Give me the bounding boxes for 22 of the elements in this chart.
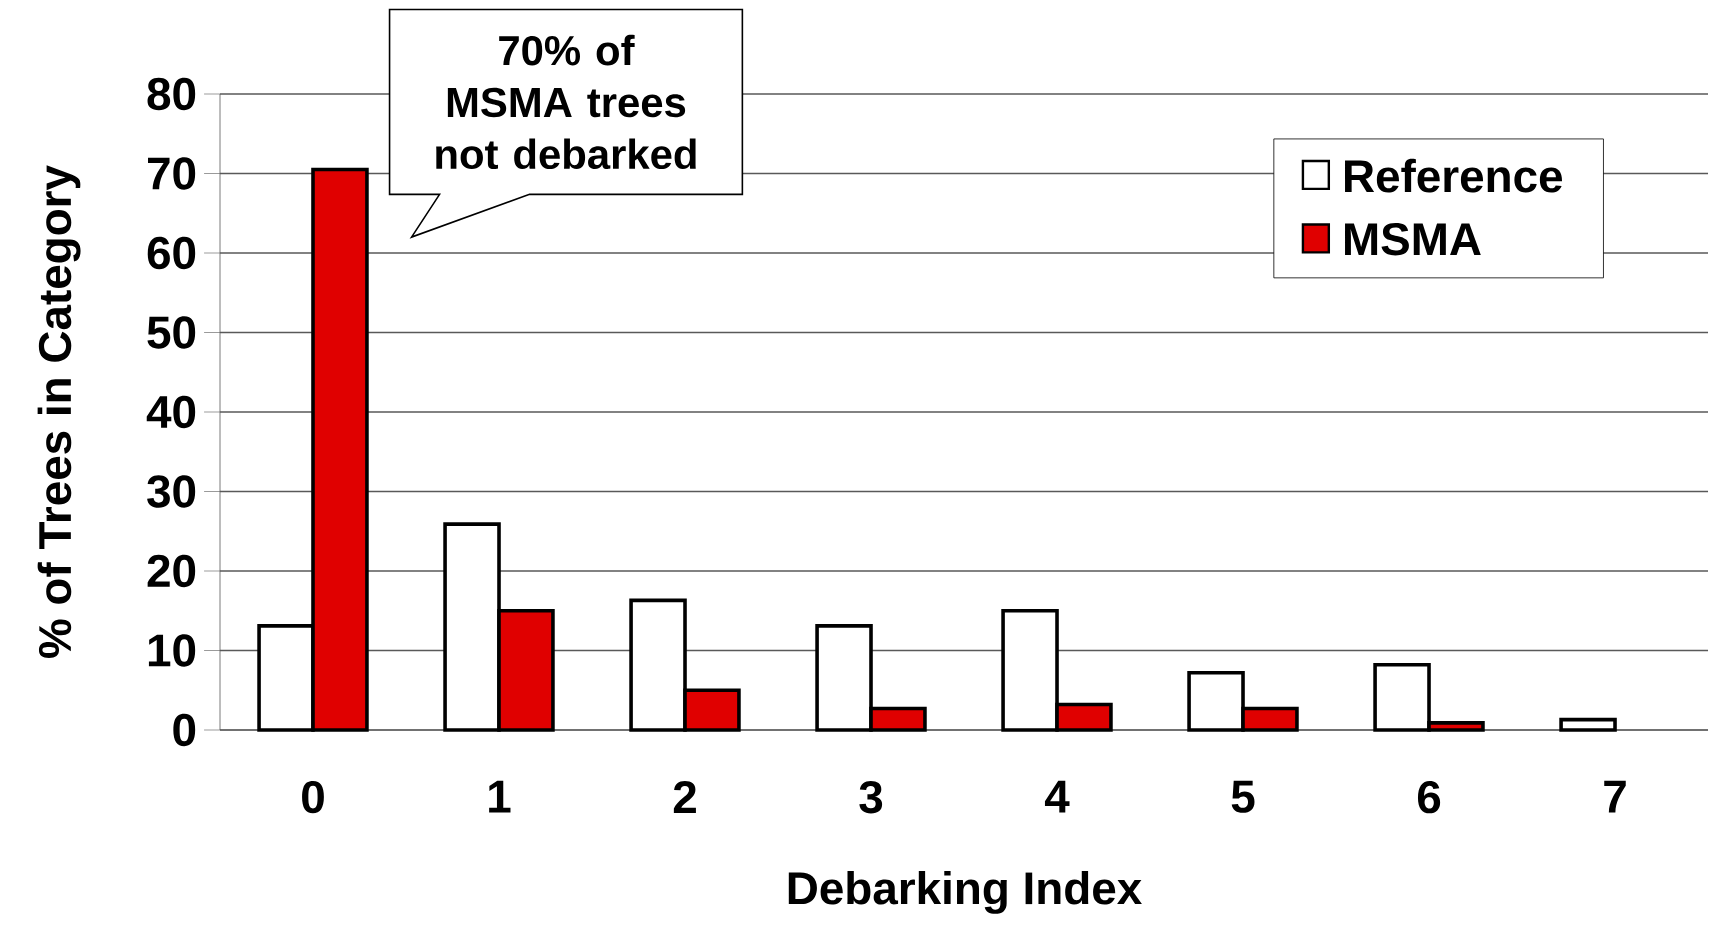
y-tick-label: 50 — [147, 316, 196, 349]
annotation: 70% of MSMA trees not debarked — [436, 34, 696, 170]
x-axis-title: Debarking Index — [788, 870, 1142, 914]
x-tick-label: 4 — [1044, 780, 1070, 813]
y-tick-label: 80 — [147, 77, 196, 111]
x-tick-label: 7 — [1604, 780, 1626, 813]
x-tick-label: 0 — [302, 780, 324, 814]
y-tick-label: 10 — [148, 634, 196, 667]
y-tick-label: 60 — [147, 236, 196, 270]
x-tick-label: 2 — [673, 780, 696, 813]
x-tick-label: 6 — [1417, 780, 1441, 814]
y-axis-title: % of Trees in Category — [37, 165, 81, 658]
legend-label: MSMA — [1345, 222, 1481, 256]
y-tick-label: 40 — [146, 395, 196, 429]
x-tick-label: 3 — [859, 780, 883, 814]
x-tick-label: 1 — [489, 780, 511, 813]
y-tick-label: 0 — [173, 713, 196, 747]
y-tick-label: 20 — [147, 554, 196, 588]
y-tick-label: 30 — [147, 475, 196, 508]
y-tick-label: 70 — [148, 157, 196, 190]
legend-label: Reference — [1345, 158, 1563, 193]
x-tick-label: 5 — [1231, 780, 1255, 813]
